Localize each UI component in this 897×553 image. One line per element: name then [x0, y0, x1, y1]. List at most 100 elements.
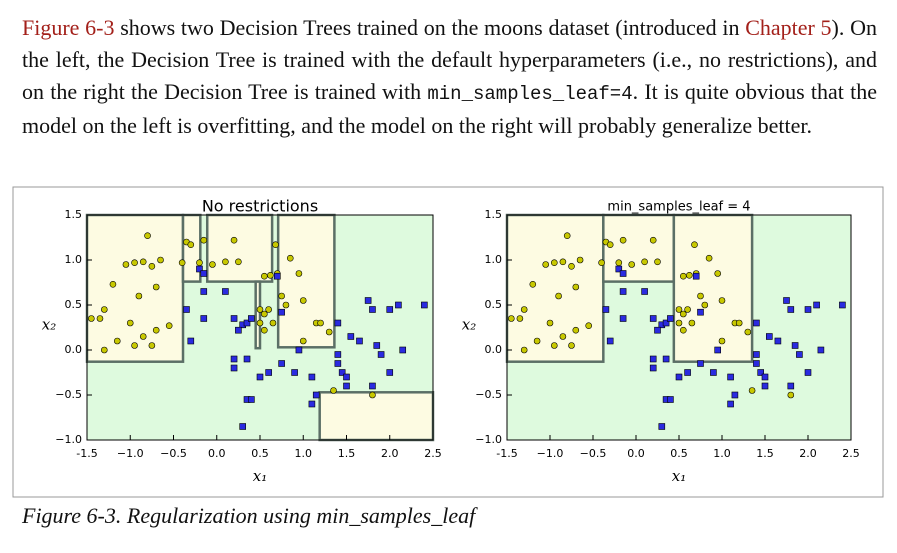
point [550, 342, 558, 349]
point [356, 337, 363, 345]
y-tick-label: 0.5 [65, 298, 83, 311]
point [152, 326, 160, 334]
x-tick-label: −1.0 [537, 447, 564, 460]
y-axis-label: x₂ [462, 316, 476, 334]
point [317, 319, 324, 327]
point [101, 306, 108, 313]
point [330, 387, 337, 394]
decision-region [276, 213, 336, 349]
point [710, 369, 717, 376]
point [200, 270, 208, 277]
y-tick-label: 0.0 [65, 343, 83, 356]
point [684, 369, 691, 376]
point [662, 355, 670, 363]
point [235, 326, 242, 334]
point [705, 254, 713, 262]
point [343, 382, 350, 390]
point [598, 259, 605, 267]
point [343, 373, 350, 381]
point [278, 360, 285, 367]
point [804, 306, 812, 313]
link[interactable]: Chapter 5 [745, 15, 832, 40]
y-tick-label: 1.0 [65, 253, 83, 266]
point [813, 301, 820, 309]
y-tick-label: 1.5 [65, 208, 83, 221]
decision-region [205, 213, 274, 283]
point [308, 373, 316, 381]
point [187, 241, 195, 248]
point [148, 262, 156, 270]
point [658, 423, 666, 430]
figure-frame [12, 186, 884, 498]
point [606, 337, 614, 345]
point [88, 315, 95, 322]
point [308, 400, 316, 408]
decision-region [602, 213, 676, 283]
point [248, 315, 255, 322]
point [619, 236, 627, 244]
point [196, 259, 203, 267]
point [295, 270, 303, 277]
point [559, 333, 567, 340]
point [619, 270, 627, 277]
decision-region [672, 213, 754, 363]
point [804, 369, 812, 376]
point [753, 360, 760, 367]
x-tick-label: 1.5 [338, 447, 356, 460]
point [265, 306, 272, 313]
point [675, 373, 683, 381]
point [529, 280, 537, 288]
point [135, 292, 143, 300]
point [256, 319, 264, 327]
point [152, 283, 160, 291]
point [714, 346, 722, 354]
x-tick-label: 2.0 [381, 447, 399, 460]
point [196, 265, 203, 273]
y-tick-label: 0.0 [485, 343, 503, 356]
point [286, 254, 294, 262]
code: min_samples_leaf=4 [427, 83, 633, 105]
x-tick-label: 0.0 [208, 447, 226, 460]
x-tick-label: 2.0 [799, 447, 817, 460]
point [278, 292, 285, 300]
point [157, 256, 164, 264]
point [312, 391, 320, 399]
decision-region [318, 391, 435, 442]
x-tick-label: 0.5 [251, 447, 269, 460]
point [144, 232, 151, 239]
point [585, 322, 593, 330]
point [662, 319, 670, 327]
point [109, 280, 117, 288]
point [295, 346, 303, 354]
point [774, 337, 782, 345]
point [131, 259, 138, 267]
point [542, 261, 550, 268]
point [619, 288, 627, 295]
point [731, 391, 739, 399]
point [641, 258, 648, 266]
point [654, 258, 661, 266]
decision-region [505, 213, 605, 363]
point [714, 270, 722, 277]
point [364, 297, 372, 304]
point [727, 373, 734, 381]
point [122, 261, 130, 268]
point [679, 310, 687, 318]
point [787, 391, 795, 399]
point [839, 301, 846, 309]
point [701, 301, 709, 309]
point [718, 297, 726, 304]
link[interactable]: Figure 6-3 [22, 15, 115, 40]
point [735, 319, 743, 327]
point [686, 271, 693, 279]
point [269, 319, 277, 327]
point [369, 382, 376, 390]
point [334, 319, 342, 327]
point [667, 315, 674, 322]
point [563, 232, 571, 239]
point [399, 346, 407, 354]
point [369, 391, 376, 399]
caption: Figure 6-3. Regularization using min_sam… [22, 503, 476, 528]
point [761, 373, 769, 381]
